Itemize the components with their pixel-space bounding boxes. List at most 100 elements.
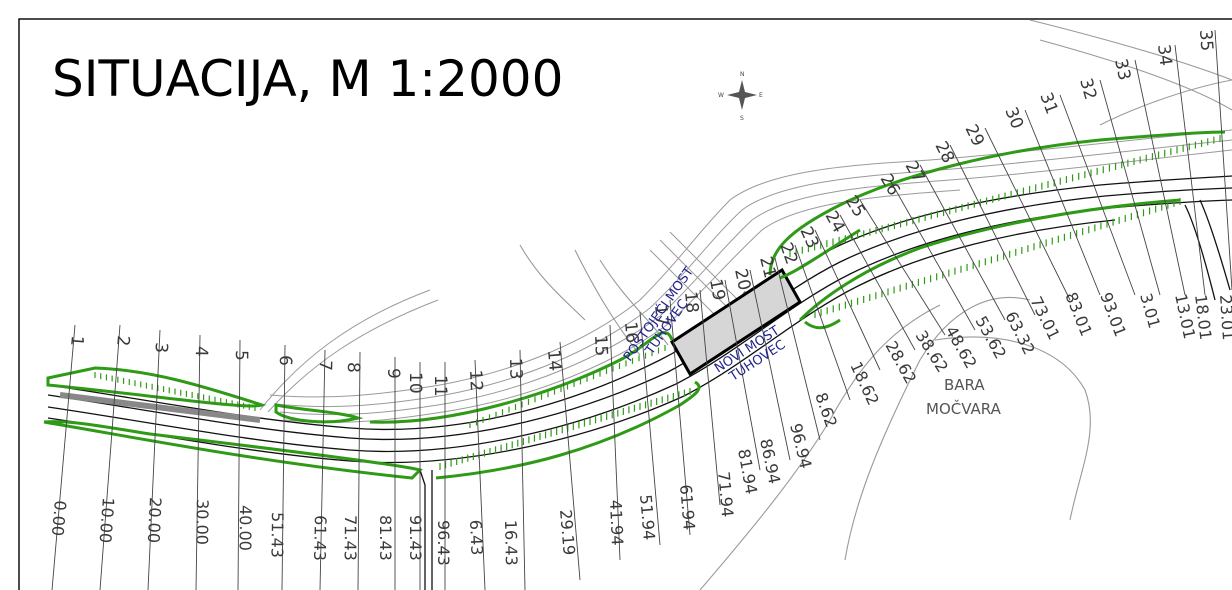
station-label: 15 [590, 334, 611, 356]
terrain-line-5 [1039, 39, 1232, 111]
section-line [519, 349, 526, 590]
section-line [195, 334, 201, 590]
station-label: 1 [66, 335, 87, 348]
distance-label: 30.00 [192, 499, 212, 545]
marsh-outline [934, 336, 1091, 521]
station-label: 8 [343, 362, 363, 373]
station-label: 32 [1075, 76, 1100, 102]
existing-road-edge-3 [279, 149, 1232, 416]
distance-label: 3.01 [1136, 291, 1164, 330]
terrain-line-4 [1029, 19, 1232, 81]
distance-label: 51.43 [267, 512, 287, 558]
station-label: 6 [275, 355, 295, 366]
distance-label: 10.00 [96, 497, 118, 544]
sheet-frame [18, 18, 1232, 590]
station-label: 29 [961, 121, 989, 149]
section-line [794, 244, 851, 401]
distance-label: 0.00 [48, 500, 70, 537]
embankment-right-top-inner [779, 228, 861, 280]
new-road-alignment [47, 175, 1232, 590]
embankment-middle-top [369, 331, 674, 424]
section-line [814, 229, 881, 371]
compass-south: S [740, 115, 744, 122]
distance-label: 51.94 [636, 494, 659, 541]
ramp-right-2 [1199, 199, 1231, 291]
section-line [919, 164, 1006, 321]
station-label: 10 [405, 372, 425, 394]
section-line [749, 269, 791, 461]
section-line [949, 144, 1036, 316]
old-bridge-deck [649, 231, 741, 321]
section-line [147, 329, 161, 590]
distance-label: 29.19 [556, 509, 579, 556]
station-label: 35 [1195, 29, 1216, 52]
station-label: 12 [465, 369, 486, 391]
section-line [237, 339, 241, 590]
area-label-line1: BARA [944, 376, 985, 394]
section-line [1099, 79, 1161, 296]
distance-label: 96.94 [786, 421, 815, 470]
section-line [724, 279, 761, 471]
station-label: 14 [543, 349, 565, 372]
section-line [889, 179, 976, 331]
compass-rose: N S E W [718, 71, 763, 122]
station-label: 3 [151, 342, 171, 354]
distance-label: 23.01 [1216, 294, 1232, 341]
section-line [859, 199, 946, 336]
median-strip [59, 392, 261, 423]
section-line [699, 289, 721, 506]
embankment-left-top [46, 366, 267, 408]
section-line [1024, 109, 1101, 296]
station-label: 25 [841, 192, 869, 221]
station-label: 4 [191, 346, 211, 357]
section-line [559, 341, 581, 581]
station-label: 28 [931, 138, 959, 166]
section-line [319, 349, 326, 590]
distance-label: 71.94 [714, 471, 737, 518]
station-label: 31 [1035, 90, 1061, 117]
new-road-edge-4 [47, 219, 1116, 464]
embankment-left-bottom [43, 420, 423, 480]
station-label: 33 [1110, 57, 1134, 82]
station-label: 13 [505, 358, 525, 380]
section-line [669, 299, 691, 536]
section-line [1174, 44, 1206, 296]
station-label: 9 [383, 368, 403, 379]
ramp-right-1 [1184, 204, 1216, 301]
station-label: 22 [775, 240, 801, 267]
embankment-island [274, 403, 364, 424]
distance-label: 20.00 [144, 497, 165, 544]
section-line [774, 257, 821, 441]
distance-label: 81.43 [376, 515, 395, 561]
section-line [99, 324, 121, 590]
distance-label: 93.01 [1096, 290, 1130, 340]
section-line [357, 351, 361, 590]
area-label-line2: MOČVARA [926, 399, 1002, 418]
station-label: 11 [430, 375, 450, 397]
embankment-right-bottom-inner [804, 318, 841, 330]
section-line [474, 359, 486, 590]
distance-label: 41.94 [606, 499, 627, 546]
compass-west: W [718, 92, 724, 99]
station-label: 5 [231, 350, 251, 361]
existing-road-edge-4 [284, 189, 961, 423]
terrain-contours [519, 19, 1232, 590]
section-line [639, 311, 661, 546]
ramp-left-1 [419, 469, 426, 590]
embankment-middle-bottom [435, 380, 701, 480]
section-line [984, 127, 1071, 301]
distance-label: 86.94 [756, 437, 784, 486]
compass-star-icon [727, 80, 757, 110]
compass-east: E [759, 92, 763, 99]
section-line [51, 324, 76, 590]
section-line [1214, 29, 1232, 291]
terrain-line-2 [599, 259, 669, 346]
section-line [1059, 94, 1136, 296]
station-label: 7 [315, 360, 335, 371]
distance-label: 40.00 [236, 505, 255, 551]
river-bank-right [844, 296, 1031, 561]
drawing-title: SITUACIJA, M 1:2000 [52, 50, 563, 108]
distance-label: 91.43 [406, 515, 425, 561]
